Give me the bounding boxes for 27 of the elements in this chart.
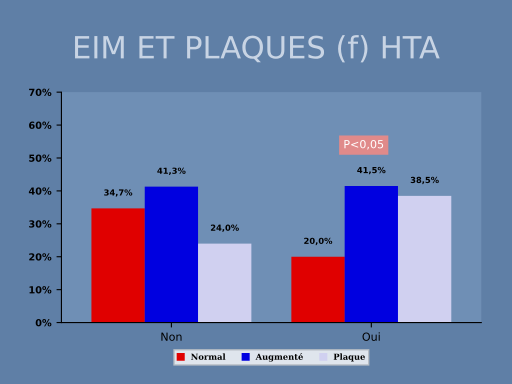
legend-label: Augmenté: [256, 353, 303, 362]
y-tick-label: 0%: [36, 319, 52, 326]
data-label: 41,5%: [357, 166, 386, 174]
y-tick-label: 40%: [28, 187, 52, 195]
bar: [398, 196, 452, 323]
y-tick-label: 60%: [29, 122, 52, 129]
y-tick-label: 70%: [29, 88, 52, 96]
bar: [144, 186, 198, 323]
bar: [291, 256, 345, 323]
bar: [198, 244, 252, 323]
data-label: 41,3%: [157, 168, 186, 175]
y-tick-label: 10%: [30, 286, 52, 294]
data-label: 20,0%: [304, 238, 332, 246]
data-label: 38,5%: [410, 176, 439, 184]
data-label: 34,7%: [104, 189, 132, 197]
data-label: 24,0%: [210, 224, 239, 232]
y-tick-label: 50%: [29, 154, 52, 162]
bar: [91, 208, 145, 323]
x-tick-label: Oui: [362, 332, 380, 341]
legend-label: Plaque: [334, 353, 365, 362]
bar: [344, 186, 398, 323]
chart-title: EIM ET PLAQUES (f) HTA: [75, 35, 440, 62]
y-tick-label: 30%: [29, 220, 52, 228]
annotation: P<0,05: [344, 140, 384, 150]
x-tick-label: Non: [161, 332, 182, 341]
y-tick-label: 20%: [29, 253, 52, 261]
legend-label: Normal: [191, 353, 226, 360]
